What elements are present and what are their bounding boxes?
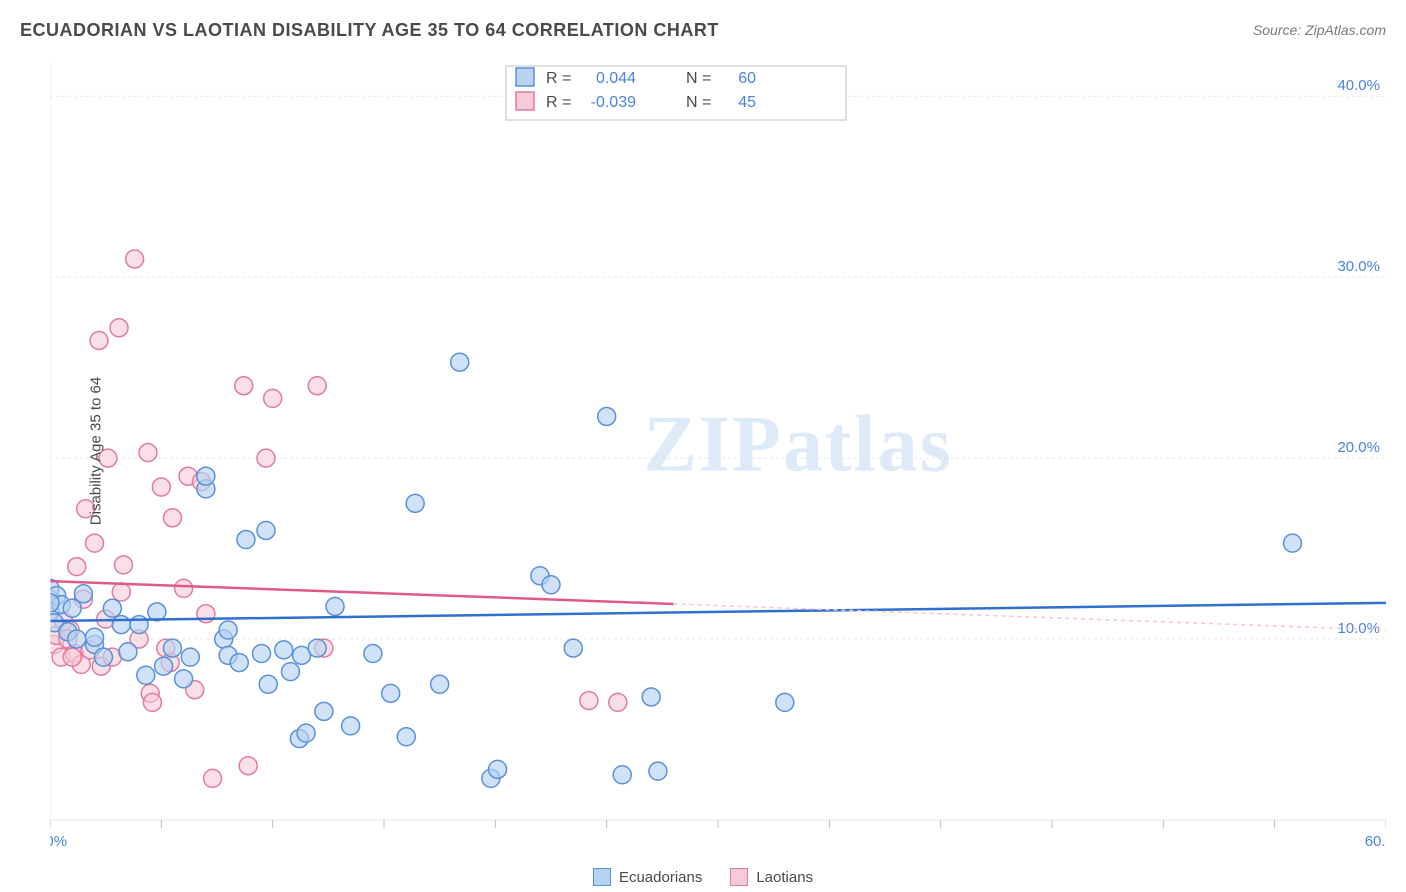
data-point — [406, 494, 424, 512]
svg-text:20.0%: 20.0% — [1337, 439, 1380, 456]
data-point — [90, 331, 108, 349]
data-point — [431, 675, 449, 693]
data-point — [451, 353, 469, 371]
svg-text:40.0%: 40.0% — [1337, 77, 1380, 94]
svg-text:0.0%: 0.0% — [50, 833, 67, 850]
legend-swatch — [516, 92, 534, 110]
y-axis-label: Disability Age 35 to 64 — [88, 377, 105, 525]
data-point — [264, 389, 282, 407]
data-point — [137, 666, 155, 684]
data-point — [197, 467, 215, 485]
data-point — [163, 509, 181, 527]
data-point — [175, 579, 193, 597]
data-point — [119, 643, 137, 661]
data-point — [130, 616, 148, 634]
data-point — [110, 319, 128, 337]
data-point — [230, 654, 248, 672]
data-point — [143, 693, 161, 711]
scatter-plot-svg: 10.0% 20.0% 30.0% 40.0% ZIPatlas 0.0% 60.0% R =… — [50, 60, 1386, 860]
svg-text:10.0%: 10.0% — [1337, 620, 1380, 637]
data-point — [564, 639, 582, 657]
legend-item: Ecuadorians — [593, 868, 702, 886]
svg-text:R =: R = — [546, 94, 571, 111]
series-legend: Ecuadorians Laotians — [593, 868, 813, 886]
data-point — [175, 670, 193, 688]
data-point — [112, 616, 130, 634]
chart-title: ECUADORIAN VS LAOTIAN DISABILITY AGE 35 … — [20, 20, 719, 41]
svg-text:N =: N = — [686, 94, 711, 111]
data-point — [257, 521, 275, 539]
svg-text:60: 60 — [738, 70, 756, 87]
svg-text:30.0%: 30.0% — [1337, 258, 1380, 275]
data-point — [204, 769, 222, 787]
data-point — [609, 693, 627, 711]
data-point — [642, 688, 660, 706]
data-point — [308, 377, 326, 395]
svg-text:R =: R = — [546, 70, 571, 87]
data-point — [257, 449, 275, 467]
data-point — [382, 684, 400, 702]
legend-swatch — [593, 868, 611, 886]
data-point — [68, 630, 86, 648]
data-point — [152, 478, 170, 496]
data-point — [649, 762, 667, 780]
svg-text:0.044: 0.044 — [596, 70, 636, 87]
data-point — [163, 639, 181, 657]
data-point — [315, 702, 333, 720]
data-point — [112, 583, 130, 601]
legend-item: Laotians — [730, 868, 813, 886]
data-point — [1283, 534, 1301, 552]
data-point — [237, 531, 255, 549]
svg-text:60.0%: 60.0% — [1365, 833, 1386, 850]
data-point — [397, 728, 415, 746]
svg-text:ZIPatlas: ZIPatlas — [643, 400, 952, 488]
data-point — [114, 556, 132, 574]
trend-line — [50, 581, 673, 604]
data-point — [580, 692, 598, 710]
data-point — [103, 599, 121, 617]
data-point — [63, 648, 81, 666]
data-point — [74, 585, 92, 603]
data-point — [253, 645, 271, 663]
chart-area: Disability Age 35 to 64 10.0% 20.0% 30.0% 4… — [50, 60, 1386, 842]
legend-label: Laotians — [756, 869, 813, 886]
data-point — [489, 760, 507, 778]
data-point — [235, 377, 253, 395]
data-point — [297, 724, 315, 742]
legend-swatch — [730, 868, 748, 886]
data-point — [86, 534, 104, 552]
data-point — [139, 444, 157, 462]
data-point — [94, 648, 112, 666]
data-point — [219, 621, 237, 639]
data-point — [281, 663, 299, 681]
data-point — [364, 645, 382, 663]
data-point — [342, 717, 360, 735]
data-point — [308, 639, 326, 657]
svg-text:-0.039: -0.039 — [591, 94, 636, 111]
data-point — [181, 648, 199, 666]
data-point — [598, 407, 616, 425]
svg-text:45: 45 — [738, 94, 756, 111]
data-point — [326, 597, 344, 615]
data-point — [542, 576, 560, 594]
data-point — [126, 250, 144, 268]
legend-label: Ecuadorians — [619, 869, 702, 886]
data-point — [155, 657, 173, 675]
data-point — [275, 641, 293, 659]
data-point — [613, 766, 631, 784]
data-point — [239, 757, 257, 775]
svg-text:N =: N = — [686, 70, 711, 87]
legend-swatch — [516, 68, 534, 86]
source-attribution: Source: ZipAtlas.com — [1253, 22, 1386, 38]
data-point — [86, 628, 104, 646]
data-point — [259, 675, 277, 693]
trend-line — [50, 603, 1386, 621]
data-point — [776, 693, 794, 711]
data-point — [68, 558, 86, 576]
